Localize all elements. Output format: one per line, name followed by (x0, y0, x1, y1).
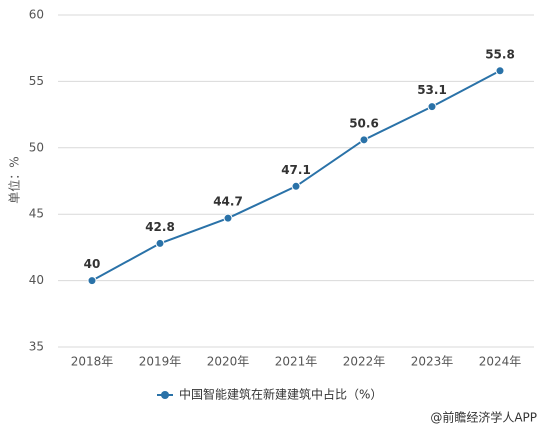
source-credit: @前瞻经济学人APP (430, 410, 537, 425)
point (427, 102, 437, 112)
legend-label: 中国智能建筑在新建建筑中占比（%） (179, 387, 382, 402)
value-label: 47.1 (281, 163, 311, 177)
point (223, 213, 233, 223)
value-label: 44.7 (213, 195, 243, 209)
y-tick-label: 45 (29, 207, 44, 221)
point (495, 66, 505, 76)
legend-marker (161, 391, 169, 399)
x-tick-label: 2022年 (343, 355, 386, 369)
point (155, 238, 165, 248)
value-label: 53.1 (417, 83, 447, 97)
y-tick-label: 35 (29, 340, 44, 354)
x-tick-label: 2024年 (479, 355, 522, 369)
y-tick-label: 50 (29, 140, 44, 154)
point (87, 276, 97, 286)
point (359, 135, 369, 145)
x-tick-label: 2021年 (275, 355, 318, 369)
y-axis-label: 单位：% (7, 156, 22, 203)
point (291, 181, 301, 191)
y-tick-label: 40 (29, 273, 44, 287)
value-label: 55.8 (485, 47, 515, 61)
x-tick-label: 2023年 (411, 355, 454, 369)
x-tick-label: 2019年 (139, 355, 182, 369)
x-tick-label: 2018年 (71, 355, 114, 369)
value-label: 42.8 (145, 220, 175, 234)
x-tick-label: 2020年 (207, 355, 250, 369)
value-label: 40 (84, 257, 101, 271)
value-label: 50.6 (349, 116, 379, 130)
y-tick-label: 60 (29, 8, 44, 22)
y-tick-label: 55 (29, 74, 44, 88)
